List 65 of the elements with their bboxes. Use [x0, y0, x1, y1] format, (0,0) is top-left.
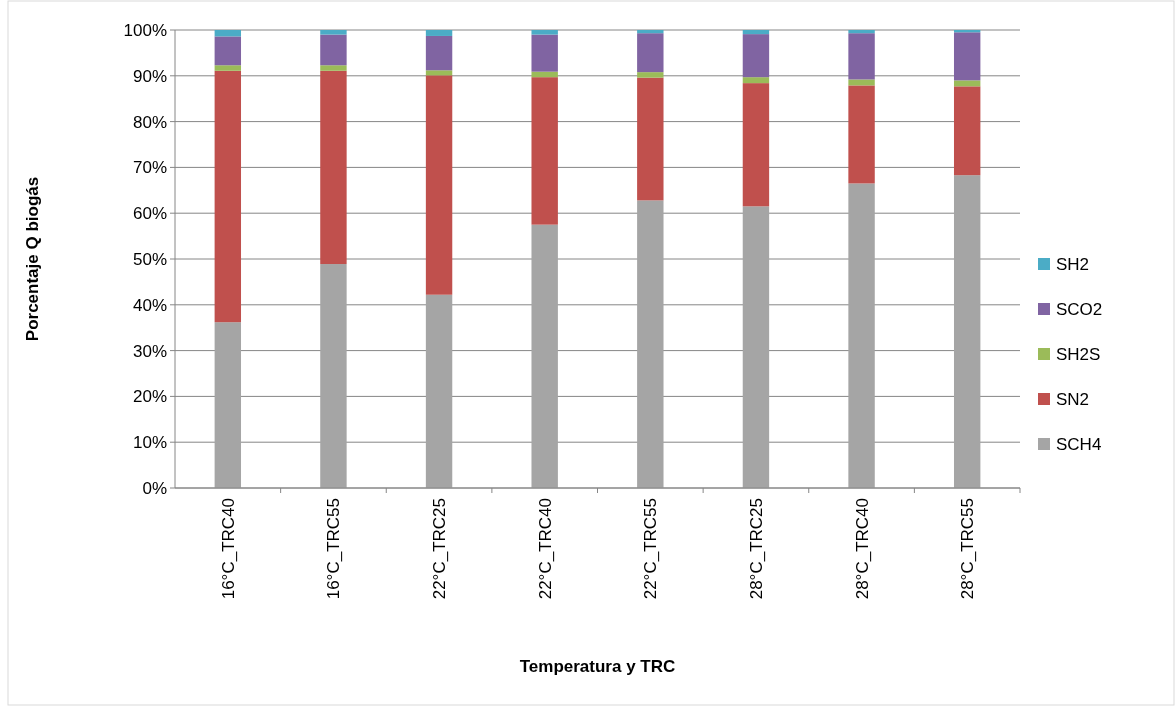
bar [742, 34, 770, 78]
y-tick-label: 60% [132, 204, 167, 224]
bar [742, 206, 770, 488]
x-tick-label: 22°C_TRC25 [430, 498, 450, 600]
bar [425, 35, 453, 71]
x-tick-label: 28°C_TRC25 [746, 498, 766, 600]
bar [214, 70, 242, 323]
legend-label: SH2S [1056, 344, 1101, 364]
bar [848, 79, 875, 86]
bar [531, 34, 558, 72]
bar [637, 77, 664, 201]
bar [320, 65, 347, 71]
bar [848, 30, 875, 34]
bar [531, 71, 558, 78]
bar [320, 30, 347, 35]
y-tick-label: 90% [132, 66, 167, 86]
y-tick-label: 70% [132, 158, 167, 178]
bar [214, 322, 242, 488]
bar [637, 200, 664, 488]
legend-label: SCO2 [1056, 299, 1103, 319]
bar [425, 30, 453, 36]
x-axis-title: Temperatura y TRC [519, 657, 676, 676]
x-tick-label: 22°C_TRC55 [641, 498, 661, 600]
y-tick-label: 30% [132, 341, 167, 361]
bar [531, 77, 558, 225]
bar [425, 70, 453, 76]
bar [637, 30, 664, 34]
bar [953, 86, 981, 176]
bar [214, 65, 242, 71]
bar [214, 36, 242, 66]
bar [742, 30, 770, 35]
bar [848, 85, 875, 184]
bar [214, 30, 242, 37]
y-tick-label: 20% [132, 387, 167, 407]
bar [742, 83, 770, 207]
bar [425, 75, 453, 295]
x-tick-label: 16°C_TRC55 [324, 498, 344, 600]
bar [320, 264, 347, 488]
bar [531, 224, 558, 488]
bar [848, 183, 875, 488]
y-tick-label: 50% [132, 249, 167, 269]
legend-label: SN2 [1056, 389, 1090, 409]
x-tick-label: 28°C_TRC40 [852, 498, 872, 600]
bar [637, 33, 664, 73]
y-axis-title: Porcentaje Q biogás [23, 176, 42, 342]
x-tick-label: 16°C_TRC40 [218, 498, 238, 600]
bar [320, 70, 347, 265]
bar [848, 33, 875, 80]
bar [637, 72, 664, 78]
y-tick-label: 80% [132, 112, 167, 132]
bar [320, 34, 347, 66]
x-tick-label: 22°C_TRC40 [535, 498, 555, 600]
x-tick-label: 28°C_TRC55 [958, 498, 978, 600]
y-tick-label: 100% [123, 20, 167, 40]
bar [953, 80, 981, 87]
bar [742, 77, 770, 84]
bar [425, 294, 453, 488]
bar [953, 175, 981, 488]
bar [531, 30, 558, 35]
y-tick-label: 0% [142, 478, 167, 498]
legend-label: SH2 [1056, 254, 1090, 274]
y-tick-label: 10% [132, 433, 167, 453]
y-tick-label: 40% [132, 295, 167, 315]
legend-label: SCH4 [1056, 434, 1102, 454]
bar [953, 32, 981, 81]
